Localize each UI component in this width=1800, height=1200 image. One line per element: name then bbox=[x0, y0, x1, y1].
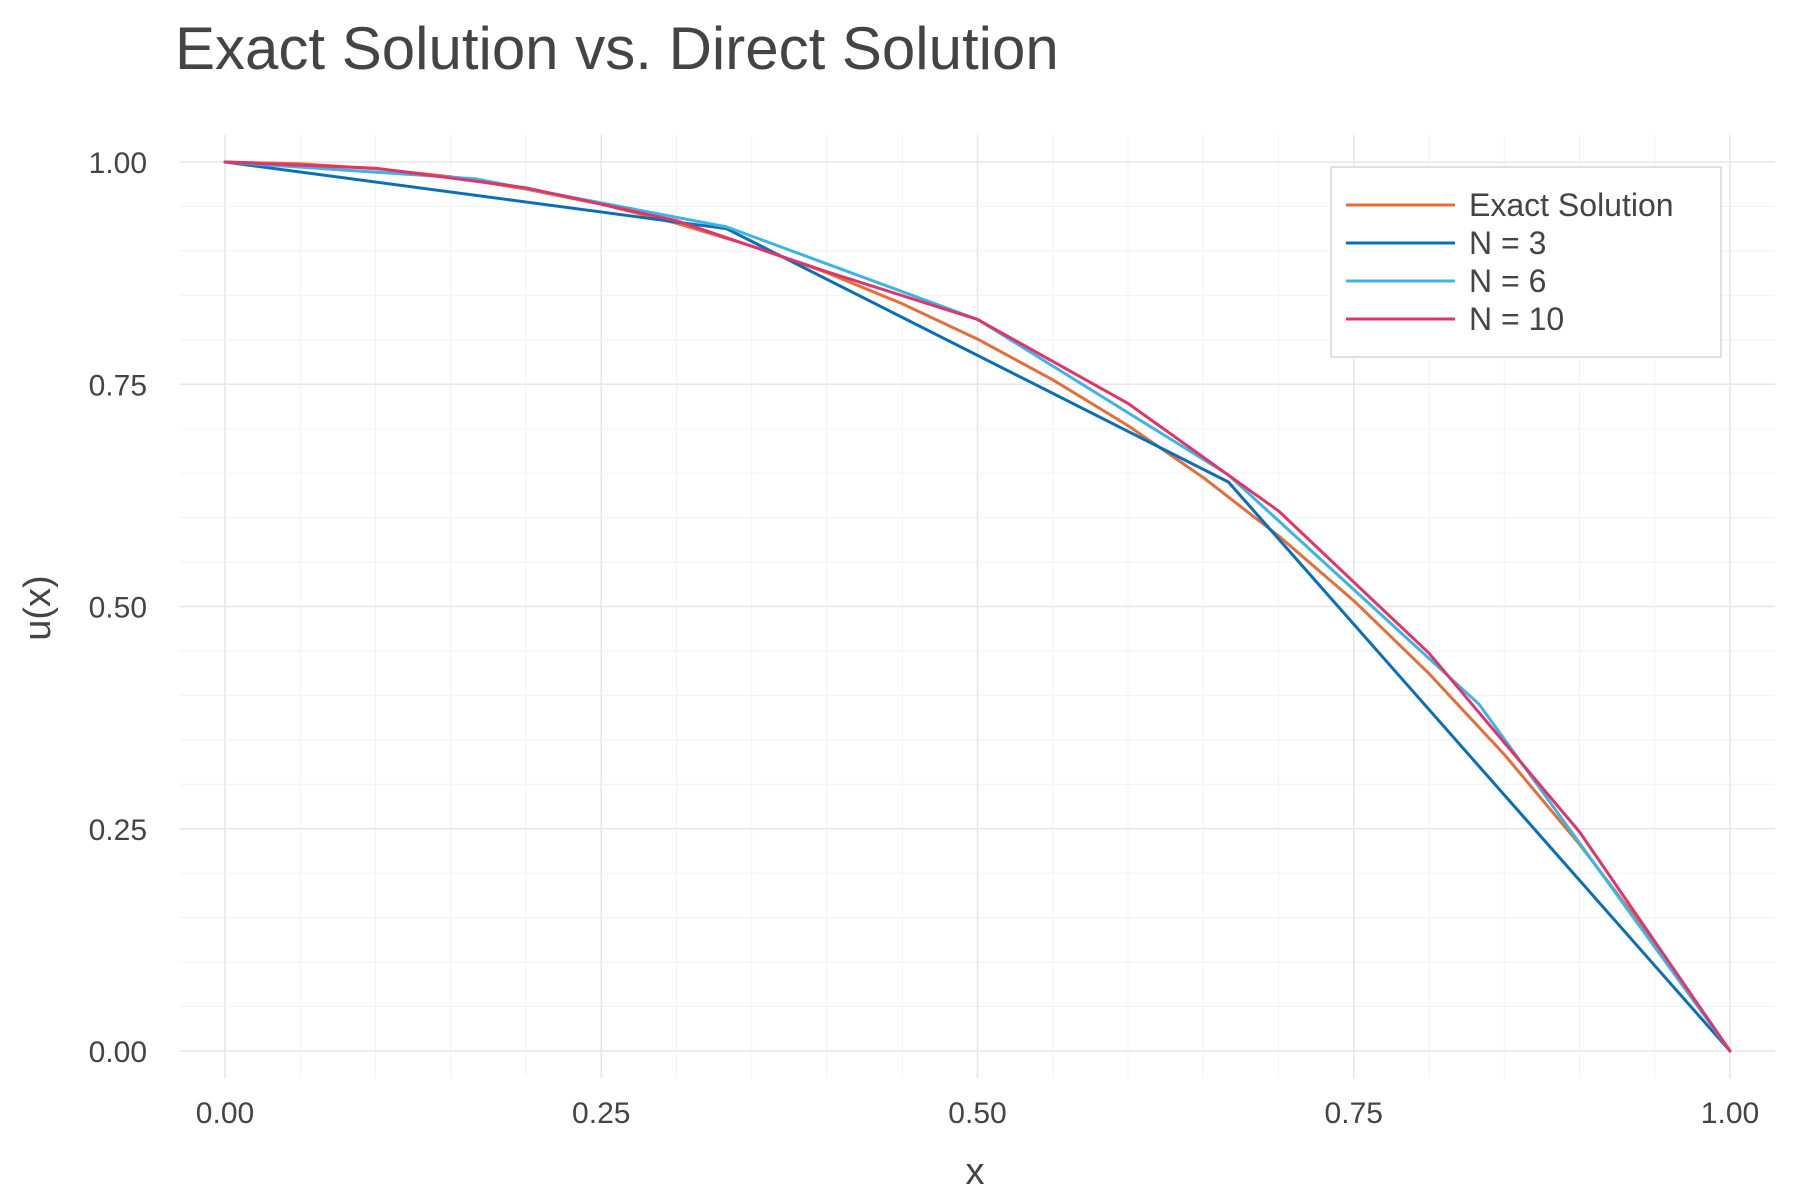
y-tick-label: 0.00 bbox=[89, 1036, 147, 1069]
legend-label-exact-solution: Exact Solution bbox=[1469, 187, 1674, 223]
y-tick-label: 0.75 bbox=[89, 369, 147, 402]
x-tick-label: 0.00 bbox=[196, 1097, 254, 1130]
legend-label-n-3: N = 3 bbox=[1469, 225, 1546, 261]
x-axis-label: x bbox=[966, 1151, 985, 1193]
y-tick-label: 0.50 bbox=[89, 592, 147, 625]
x-tick-label: 1.00 bbox=[1701, 1097, 1759, 1130]
axis-ticks: 0.00 0.25 0.50 0.75 1.00 0.00 0.25 0.50 0.75 1.00 bbox=[89, 147, 1760, 1130]
x-tick-label: 0.50 bbox=[948, 1097, 1006, 1130]
series-line-n-10 bbox=[223, 160, 1732, 1053]
series-line-n-3 bbox=[223, 160, 1732, 1053]
legend-label-n-10: N = 10 bbox=[1469, 301, 1564, 337]
legend-label-n-6: N = 6 bbox=[1469, 263, 1546, 299]
x-tick-label: 0.75 bbox=[1325, 1097, 1383, 1130]
y-tick-label: 1.00 bbox=[89, 147, 147, 180]
legend-box bbox=[1330, 166, 1722, 358]
y-tick-label: 0.25 bbox=[89, 814, 147, 847]
chart-title: Exact Solution vs. Direct Solution bbox=[175, 15, 1059, 82]
y-axis-label: u(x) bbox=[17, 575, 59, 640]
plot-series bbox=[223, 160, 1732, 1053]
x-tick-label: 0.25 bbox=[572, 1097, 630, 1130]
